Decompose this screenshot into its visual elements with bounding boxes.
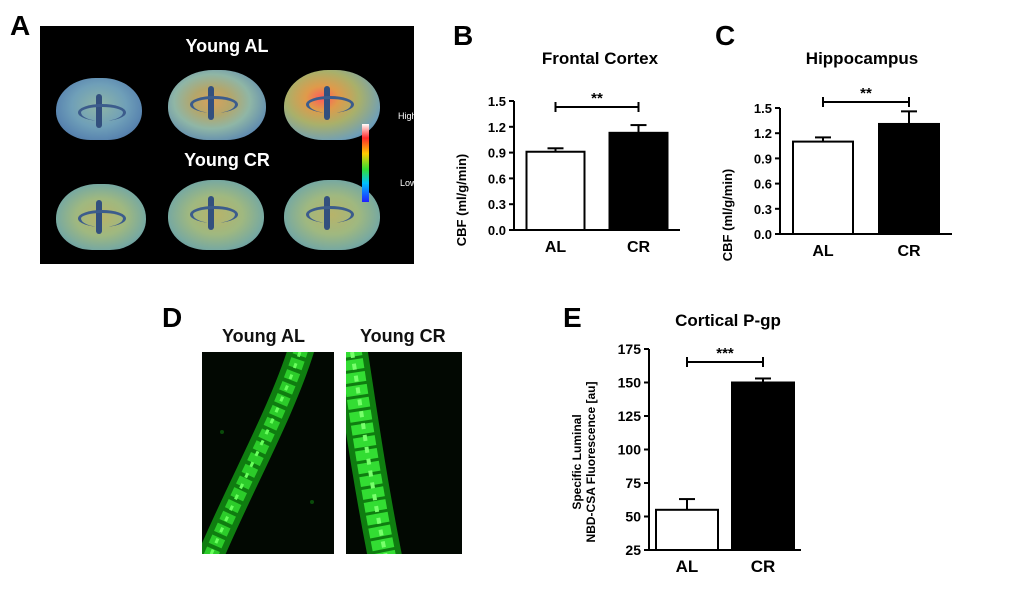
chart-c-ytick-label: 0.6 — [754, 177, 772, 192]
chart-e-ytick-label: 125 — [618, 408, 642, 424]
chart-e-category-label: CR — [751, 557, 776, 576]
mri-label-young-al: Young AL — [185, 36, 269, 56]
chart-b-ytick-label: 1.5 — [488, 94, 506, 109]
chart-c-category-label: CR — [897, 243, 921, 260]
chart-e-significance-label: *** — [716, 345, 734, 362]
chart-e-category-label: AL — [676, 557, 699, 576]
chart-e-ylabel-line1: Specific Luminal — [570, 414, 584, 509]
chart-b-bar-al — [525, 150, 586, 231]
scale-high-label: High — [398, 111, 417, 121]
chart-b-plot: 0.0 0.3 0.6 0.9 1.2 1.5 AL CR ** — [488, 90, 680, 256]
chart-b-category-label: CR — [627, 239, 651, 256]
chart-e-bar-cr — [731, 381, 795, 551]
chart-e: Cortical P-gp Specific Luminal NBD-CSA F… — [570, 311, 801, 576]
panel-letter-e: E — [563, 302, 582, 333]
chart-e-plot: 25 50 75 100 125 150 175 AL CR *** — [618, 341, 801, 576]
chart-c-ytick-label: 1.5 — [754, 101, 772, 116]
micrograph-young-cr — [346, 352, 462, 554]
micro-label-young-al: Young AL — [222, 326, 305, 346]
color-scale-bar — [362, 124, 369, 202]
chart-b-ytick-label: 0.9 — [488, 146, 506, 161]
chart-c-ytick-label: 1.2 — [754, 126, 772, 141]
chart-e-ylabel-line2: NBD-CSA Fluorescence [au] — [584, 382, 598, 543]
chart-b-significance-label: ** — [591, 90, 603, 107]
chart-e-ytick-label: 25 — [625, 542, 641, 558]
chart-b: Frontal Cortex CBF (ml/g/min) 0.00.30.60… — [454, 49, 680, 256]
panel-letter-c: C — [715, 20, 736, 51]
brain-slice-al-1 — [56, 78, 142, 140]
chart-b-ytick-label: 0.6 — [488, 171, 506, 186]
brain-slice-cr-2 — [168, 180, 264, 250]
micrograph-young-al — [202, 352, 334, 554]
brain-slice-cr-1 — [56, 184, 146, 250]
chart-c-plot: 0.0 0.3 0.6 0.9 1.2 1.5 AL CR ** — [754, 85, 952, 260]
chart-c-ytick-label: 0.0 — [754, 227, 772, 242]
chart-b-title: Frontal Cortex — [542, 49, 659, 68]
mri-label-young-cr: Young CR — [184, 150, 270, 170]
chart-c-significance-label: ** — [860, 85, 872, 102]
chart-c-title: Hippocampus — [806, 49, 918, 68]
chart-e-ytick-label: 100 — [618, 442, 642, 458]
chart-b-ytick-label: 0.3 — [488, 197, 506, 212]
chart-b-bar-cr — [608, 131, 669, 231]
panel-letter-b: B — [453, 20, 474, 51]
chart-e-title: Cortical P-gp — [675, 311, 781, 330]
chart-c-ylabel: CBF (ml/g/min) — [720, 169, 735, 261]
micro-label-young-cr: Young CR — [360, 326, 446, 346]
brain-slice-al-2 — [168, 70, 266, 140]
chart-b-ylabel: CBF (ml/g/min) — [454, 154, 469, 246]
chart-c-bar-cr — [878, 122, 940, 235]
chart-e-ytick-label: 50 — [625, 509, 641, 525]
chart-e-ytick-label: 175 — [618, 341, 642, 357]
chart-b-ytick-label: 0.0 — [488, 223, 506, 238]
chart-c-ytick-label: 0.9 — [754, 151, 772, 166]
scale-low-label: Low — [400, 178, 417, 188]
panel-letter-d: D — [162, 302, 183, 333]
mri-panel: Young AL Young CR High Low — [40, 26, 417, 264]
chart-b-ytick-label: 1.2 — [488, 120, 506, 135]
panel-letter-a: A — [10, 10, 31, 41]
chart-c-bar-al — [792, 140, 854, 235]
chart-e-ytick-label: 150 — [618, 375, 642, 391]
chart-c-category-label: AL — [812, 243, 834, 260]
chart-b-category-label: AL — [545, 239, 567, 256]
chart-e-ytick-label: 75 — [625, 475, 641, 491]
chart-c: Hippocampus CBF (ml/g/min) 0.0 0.3 0.6 0.9 1… — [720, 49, 952, 261]
chart-e-bar-al — [655, 508, 719, 552]
chart-c-ytick-label: 0.3 — [754, 202, 772, 217]
